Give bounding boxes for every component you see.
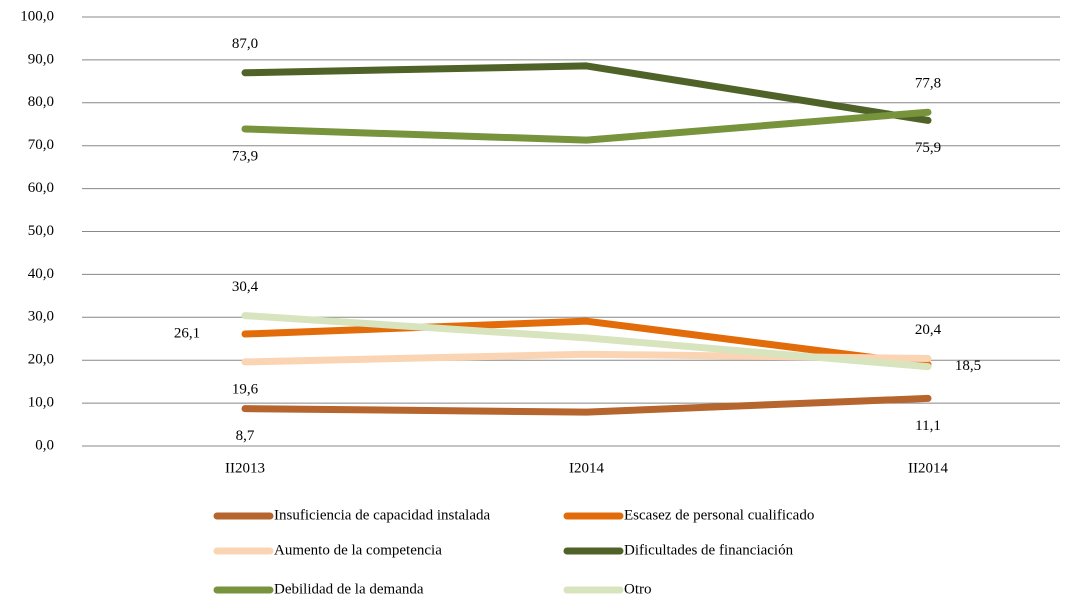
y-tick-label: 0,0 xyxy=(35,437,54,453)
data-label: 75,9 xyxy=(915,140,941,156)
legend-label: Aumento de la competencia xyxy=(274,542,442,558)
y-tick-label: 30,0 xyxy=(28,309,54,325)
series-line xyxy=(241,108,932,144)
y-tick-label: 20,0 xyxy=(28,352,54,368)
y-tick-label: 60,0 xyxy=(28,180,54,196)
data-label: 11,1 xyxy=(915,418,941,434)
data-label: 18,5 xyxy=(955,358,981,374)
series-line xyxy=(241,394,932,416)
legend-label: Debilidad de la demanda xyxy=(274,581,424,597)
legend-label: Dificultades de financiación xyxy=(624,542,794,558)
y-tick-label: 50,0 xyxy=(28,223,54,239)
data-label: 87,0 xyxy=(232,36,258,52)
legend-label: Insuficiencia de capacidad instalada xyxy=(274,507,490,523)
y-tick-label: 10,0 xyxy=(28,395,54,411)
data-label: 26,1 xyxy=(174,325,200,341)
data-label: 77,8 xyxy=(915,76,941,92)
x-tick-label: I2014 xyxy=(569,460,604,476)
series-line xyxy=(241,312,932,371)
data-label: 8,7 xyxy=(236,428,255,444)
y-tick-label: 70,0 xyxy=(28,137,54,153)
legend-label: Escasez de personal cualificado xyxy=(624,507,814,523)
x-tick-label: II2014 xyxy=(908,460,948,476)
x-tick-label: II2013 xyxy=(225,460,265,476)
data-label: 19,6 xyxy=(232,381,259,397)
y-tick-label: 40,0 xyxy=(28,266,54,282)
series-line xyxy=(241,62,932,124)
data-label: 73,9 xyxy=(232,148,258,164)
y-tick-label: 90,0 xyxy=(28,51,54,67)
y-tick-label: 80,0 xyxy=(28,94,54,110)
legend-label: Otro xyxy=(624,581,652,597)
y-tick-label: 100,0 xyxy=(20,8,54,24)
data-label: 20,4 xyxy=(915,322,942,338)
series-line xyxy=(241,317,932,368)
data-label: 30,4 xyxy=(232,279,259,295)
